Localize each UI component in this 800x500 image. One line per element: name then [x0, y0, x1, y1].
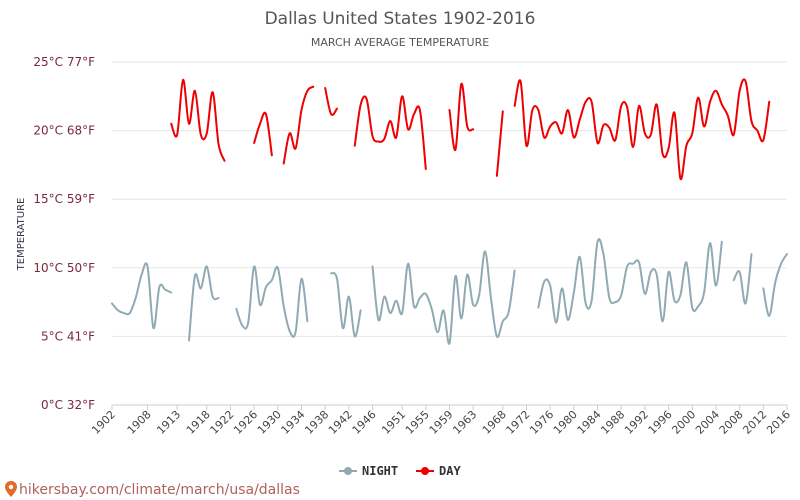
source-link[interactable]: hikersbay.com/climate/march/usa/dallas [5, 481, 300, 498]
x-tick-label: 1955 [403, 408, 432, 437]
x-tick-label: 1959 [427, 408, 456, 437]
legend-day-label: DAY [439, 464, 461, 478]
x-tick-label: 2004 [693, 408, 722, 437]
x-tick-label: 1918 [184, 408, 213, 437]
x-tick-label: 1963 [450, 408, 479, 437]
y-tick-label: 25°C 77°F [33, 55, 95, 69]
x-tick-label: 1942 [326, 408, 355, 437]
y-axis-label: TEMPERATURE [16, 198, 27, 272]
x-tick-label: 1980 [551, 408, 580, 437]
series-line-night [537, 238, 723, 324]
series-line-night [187, 265, 220, 342]
series-line-night [235, 265, 309, 338]
chart-subtitle: MARCH AVERAGE TEMPERATURE [311, 36, 489, 49]
legend-night-marker [344, 467, 352, 475]
x-tick-label: 1996 [646, 408, 675, 437]
source-url[interactable]: hikersbay.com/climate/march/usa/dallas [19, 482, 300, 498]
series-lines [111, 78, 788, 345]
legend-item-night[interactable]: NIGHT [339, 464, 398, 478]
y-tick-label: 5°C 41°F [41, 329, 95, 343]
legend-item-day[interactable]: DAY [416, 464, 461, 478]
x-tick-label: 1984 [575, 408, 604, 437]
legend[interactable]: NIGHT DAY [339, 464, 461, 478]
series-line-day [513, 78, 771, 181]
x-tick-label: 1972 [504, 408, 533, 437]
series-night [111, 238, 788, 345]
series-line-day [448, 82, 475, 151]
series-line-day [253, 111, 273, 157]
chart-title: Dallas United States 1902-2016 [265, 9, 536, 29]
x-axis-ticks: 1902 1908 1913 1918192219261930193419381942… [89, 404, 793, 437]
y-tick-label: 20°C 68°F [33, 124, 95, 138]
x-tick-label: 2016 [764, 408, 793, 437]
series-line-night [762, 253, 788, 317]
y-tick-label: 15°C 59°F [33, 192, 95, 206]
x-tick-label: 1988 [598, 408, 627, 437]
series-line-day [170, 78, 226, 162]
x-tick-label: 1992 [622, 408, 651, 437]
legend-night-label: NIGHT [362, 464, 398, 478]
x-tick-label: 1922 [208, 408, 237, 437]
location-pin-icon [5, 481, 17, 497]
legend-day-marker [421, 467, 429, 475]
x-tick-label: 2000 [669, 408, 698, 437]
series-day [170, 78, 771, 181]
x-tick-label: 1908 [125, 408, 154, 437]
x-tick-label: 1902 [89, 408, 118, 437]
y-tick-label: 10°C 50°F [33, 261, 95, 275]
y-axis-ticks: 0°C 32°F 5°C 41°F 10°C 50°F 15°C 59°F 20°C 6… [33, 55, 95, 412]
series-line-night [732, 253, 753, 305]
x-tick-label: 1934 [279, 408, 308, 437]
series-line-night [371, 250, 516, 345]
x-tick-label: 1926 [231, 408, 260, 437]
series-line-day [495, 110, 504, 177]
x-tick-label: 1976 [527, 408, 556, 437]
x-tick-label: 1913 [154, 408, 183, 437]
x-tick-label: 2008 [717, 408, 746, 437]
x-tick-label: 2012 [740, 408, 769, 437]
series-line-day [324, 87, 338, 116]
y-tick-label: 0°C 32°F [41, 398, 95, 412]
x-tick-label: 1946 [350, 408, 379, 437]
series-line-night [111, 262, 173, 330]
series-line-night [330, 271, 362, 338]
x-tick-label: 1938 [302, 408, 331, 437]
series-line-day [353, 95, 427, 171]
x-tick-label: 1951 [379, 408, 408, 437]
series-line-day [282, 85, 315, 165]
x-tick-label: 1968 [480, 408, 509, 437]
x-tick-label: 1930 [255, 408, 284, 437]
